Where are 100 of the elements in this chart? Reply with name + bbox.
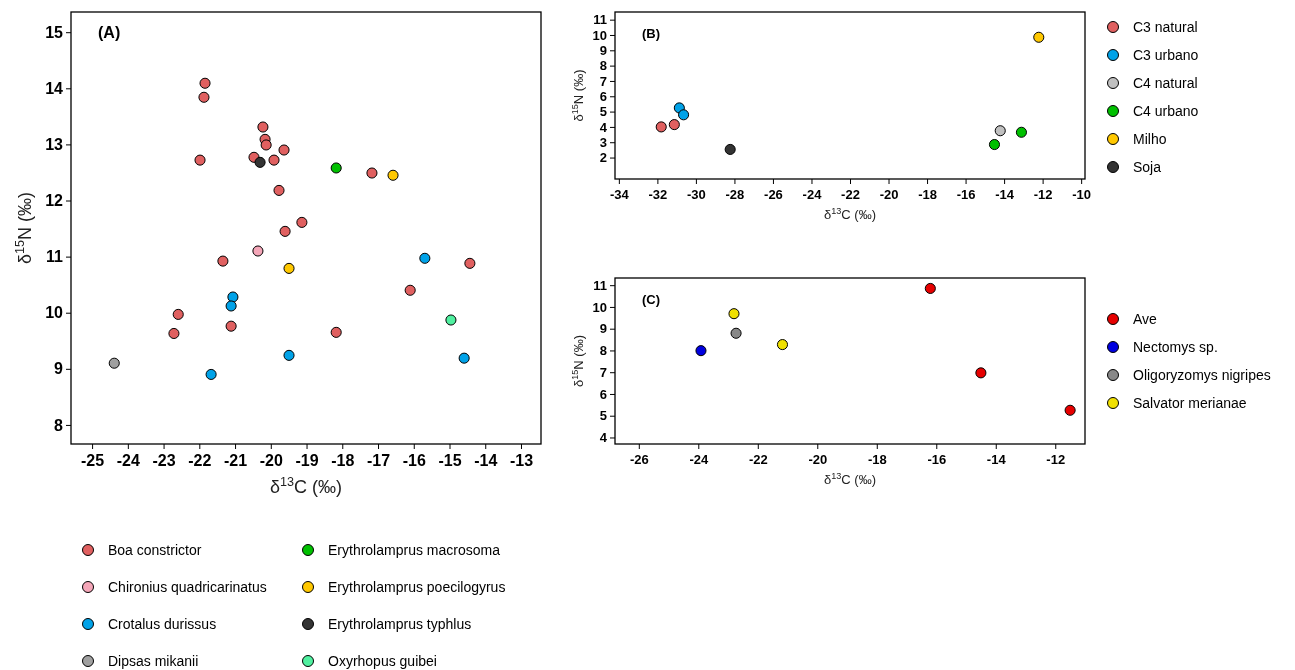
x-tick-label: -30 (687, 186, 706, 202)
point (108, 357, 120, 369)
point (975, 367, 987, 379)
point (330, 162, 342, 174)
x-tick-label: -24 (689, 451, 709, 467)
y-tick-label: 8 (599, 343, 607, 359)
y-tick-label: 7 (599, 364, 607, 380)
y-tick-label: 10 (45, 304, 64, 322)
point (278, 144, 290, 156)
x-tick-label: -16 (927, 451, 947, 467)
x-tick-label: -16 (402, 452, 426, 470)
x-tick-label: -12 (1046, 451, 1066, 467)
point (724, 143, 736, 155)
point (225, 300, 237, 312)
point (273, 184, 285, 196)
y-tick-label: 13 (45, 136, 64, 154)
x-tick-label: -28 (725, 186, 745, 202)
point (168, 327, 180, 340)
point (283, 262, 295, 274)
legend-label: Nectomys sp. (1133, 338, 1218, 355)
x-tick-label: -16 (956, 186, 976, 202)
point (225, 320, 237, 332)
point (678, 109, 690, 121)
y-tick-label: 12 (45, 192, 64, 210)
legend-label: C4 natural (1133, 74, 1198, 91)
x-tick-label: -26 (629, 451, 649, 467)
point (198, 91, 210, 103)
legend-label: C4 urbano (1133, 102, 1199, 119)
legend-label: Erythrolamprus macrosoma (328, 541, 501, 558)
legend-label: Salvator merianae (1133, 394, 1247, 411)
point (330, 326, 342, 338)
legend-label: Milho (1133, 130, 1167, 147)
y-tick-label: 10 (592, 27, 607, 43)
legend-label: Dipsas mikanii (108, 652, 199, 669)
point (199, 77, 211, 89)
x-tick-label: -18 (331, 452, 355, 470)
point (419, 252, 431, 264)
x-tick-label: -20 (259, 452, 283, 470)
point (655, 121, 667, 133)
x-tick-label: -20 (808, 451, 828, 467)
point (260, 139, 272, 151)
x-tick-label: -21 (223, 452, 248, 470)
x-tick-label: -22 (188, 452, 212, 470)
y-tick-label: 8 (54, 416, 64, 434)
x-tick-label: -12 (1033, 186, 1053, 202)
x-tick-label: -22 (748, 451, 768, 467)
legend-label: Erythrolamprus typhlus (328, 615, 472, 632)
x-tick-label: -25 (81, 452, 105, 470)
x-tick-label: -18 (918, 186, 937, 202)
x-tick-label: -24 (116, 452, 140, 470)
y-tick-label: 9 (599, 321, 607, 337)
y-tick-label: 3 (599, 134, 607, 150)
point (283, 349, 295, 361)
y-tick-label: 2 (599, 150, 607, 166)
legend-label: C3 natural (1133, 18, 1198, 35)
x-tick-label: -14 (474, 452, 498, 470)
x-tick-label: -10 (1072, 186, 1092, 202)
point (924, 282, 936, 294)
y-tick-label: 15 (45, 23, 64, 41)
point (366, 167, 378, 179)
y-tick-label: 4 (599, 119, 608, 135)
point (988, 138, 1001, 151)
point (1064, 404, 1076, 416)
legend-label: Chironius quadricarinatus (108, 578, 267, 595)
point (279, 225, 291, 237)
x-axis-title: δ$^{13}$C (‰) (823, 470, 877, 487)
point (227, 291, 239, 303)
point (728, 308, 740, 320)
point (296, 216, 308, 228)
y-tick-label: 11 (593, 277, 607, 293)
point (252, 245, 264, 257)
point (404, 284, 416, 296)
x-tick-label: -15 (438, 452, 462, 470)
x-tick-label: -14 (995, 186, 1015, 202)
point (217, 255, 229, 267)
legend-label: Soja (1133, 158, 1162, 175)
point (257, 121, 269, 133)
y-tick-label: 6 (599, 386, 607, 402)
legend-label: C3 urbano (1133, 46, 1199, 63)
y-tick-label: 8 (599, 58, 607, 74)
point (205, 368, 217, 380)
legend-label: Ave (1133, 310, 1158, 327)
x-tick-label: -24 (802, 186, 823, 202)
y-tick-label: 9 (54, 360, 64, 378)
y-tick-label: 10 (592, 299, 607, 315)
x-tick-label: -17 (366, 452, 391, 470)
y-tick-label: 4 (599, 430, 608, 446)
point (464, 257, 476, 269)
text: (C) (642, 292, 661, 307)
point (445, 314, 457, 326)
x-tick-label: -26 (764, 186, 783, 202)
x-tick-label: -19 (295, 452, 319, 470)
point (695, 345, 707, 357)
legend-label: Crotalus durissus (108, 615, 217, 632)
y-tick-label: 11 (593, 12, 607, 28)
point (776, 339, 789, 351)
y-tick-label: 6 (599, 88, 607, 104)
x-tick-label: -13 (509, 452, 534, 470)
y-tick-label: 7 (599, 73, 607, 89)
text: (B) (642, 26, 661, 41)
